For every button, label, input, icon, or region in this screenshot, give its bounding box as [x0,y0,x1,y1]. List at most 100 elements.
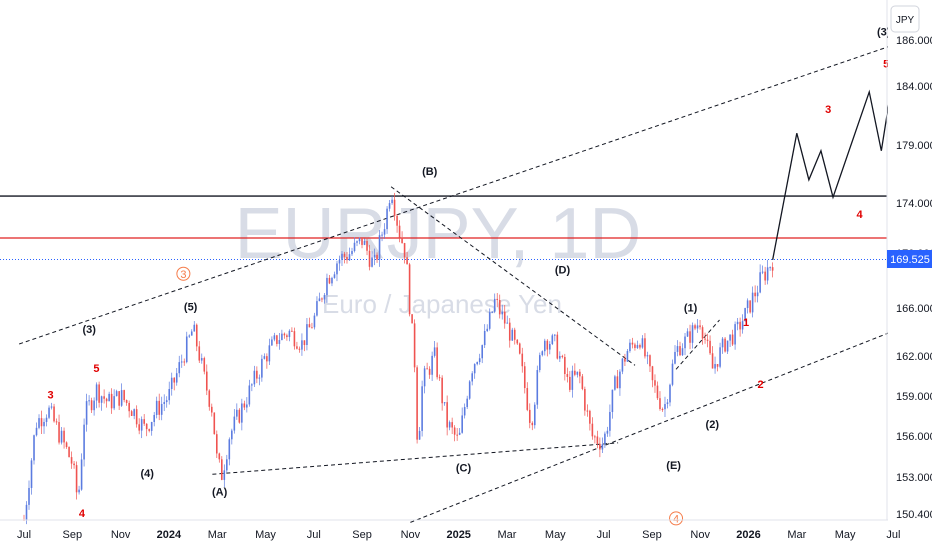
candle [629,339,631,353]
time-tick-label: Sep [63,529,83,541]
price-axis-background [888,0,932,550]
candle [93,397,95,416]
trendline-1[interactable] [410,274,932,523]
candle [451,417,453,435]
candle [33,434,35,465]
candle [701,325,704,345]
candle [458,428,461,436]
candle [105,397,108,408]
trendline-3[interactable] [390,186,636,366]
wave-label: (5) [184,301,198,313]
price-tick-label: 184.000 [896,81,932,93]
candle [368,244,371,271]
candle [699,319,701,330]
last-price-label: 169.525 [890,254,930,266]
candle [301,333,303,356]
candle [83,418,85,467]
wave-label: 4 [857,209,864,221]
candle [311,322,313,329]
time-tick-label: Nov [111,529,131,541]
candle [266,353,268,369]
candle [471,371,473,386]
price-tick-label: 156.000 [896,431,932,443]
candle [721,336,724,354]
candle [431,351,433,381]
candle [88,395,90,406]
trendlines[interactable] [19,29,932,523]
candle [103,389,105,404]
candle [366,237,368,256]
candle [353,237,356,253]
candle [223,464,226,488]
candle [133,408,135,420]
candle [205,364,208,396]
candle [564,353,566,381]
candle [180,354,183,368]
candle [496,293,499,308]
candle [724,337,726,353]
candle [90,397,93,414]
candle [719,342,721,369]
candle [501,304,504,320]
time-axis[interactable]: Jul Sep Nov 2024 Mar May Jul Sep Nov 2025 Mar May Ju… [17,529,900,541]
candle [226,454,228,473]
candle [769,266,771,271]
time-tick-label: Jul [307,529,321,541]
candle [456,427,458,441]
watermark-symbol: EURJPY, 1D [235,194,642,274]
candle [403,242,406,264]
price-axis[interactable]: 186.000184.000179.000174.000170.000166.0… [896,35,932,521]
time-tick-label: Mar [208,529,227,541]
candle [481,344,484,364]
candle [426,362,428,370]
candle [143,414,145,426]
horizontal-levels[interactable] [0,195,887,261]
candle [503,305,506,329]
candle [406,252,408,265]
candle [554,334,556,342]
candle [343,251,346,264]
candle [726,340,729,354]
candle [664,396,666,417]
candle [331,276,333,287]
candle [316,296,318,317]
candle [571,365,574,398]
candle [313,312,316,330]
candle [25,501,28,525]
candle [28,480,30,510]
candle [526,382,529,412]
candle [569,371,571,393]
candle [591,417,594,440]
candle [764,266,766,285]
trendline-0[interactable] [19,29,932,345]
candle [195,323,198,352]
candle [95,382,98,409]
trendline-4[interactable] [675,319,720,370]
candle [706,333,709,348]
candle [208,389,211,411]
candle [581,373,584,391]
trendline-2[interactable] [212,442,619,475]
candle [135,405,138,428]
candle [498,294,501,319]
candle [155,396,158,419]
candle [273,332,276,342]
candle [263,353,266,360]
candle [108,391,110,402]
candle [386,206,388,234]
wave-label: 2 [758,379,764,391]
candle [521,347,524,373]
candle [546,339,549,357]
currency-button[interactable]: JPY [890,5,920,33]
candle [646,351,649,365]
candle [393,192,396,221]
candle [48,405,50,420]
candle [341,251,343,266]
candle [98,381,100,408]
candle [681,343,684,356]
candle [218,452,221,463]
candle [639,343,641,350]
candle [561,354,564,359]
candle [278,333,281,350]
